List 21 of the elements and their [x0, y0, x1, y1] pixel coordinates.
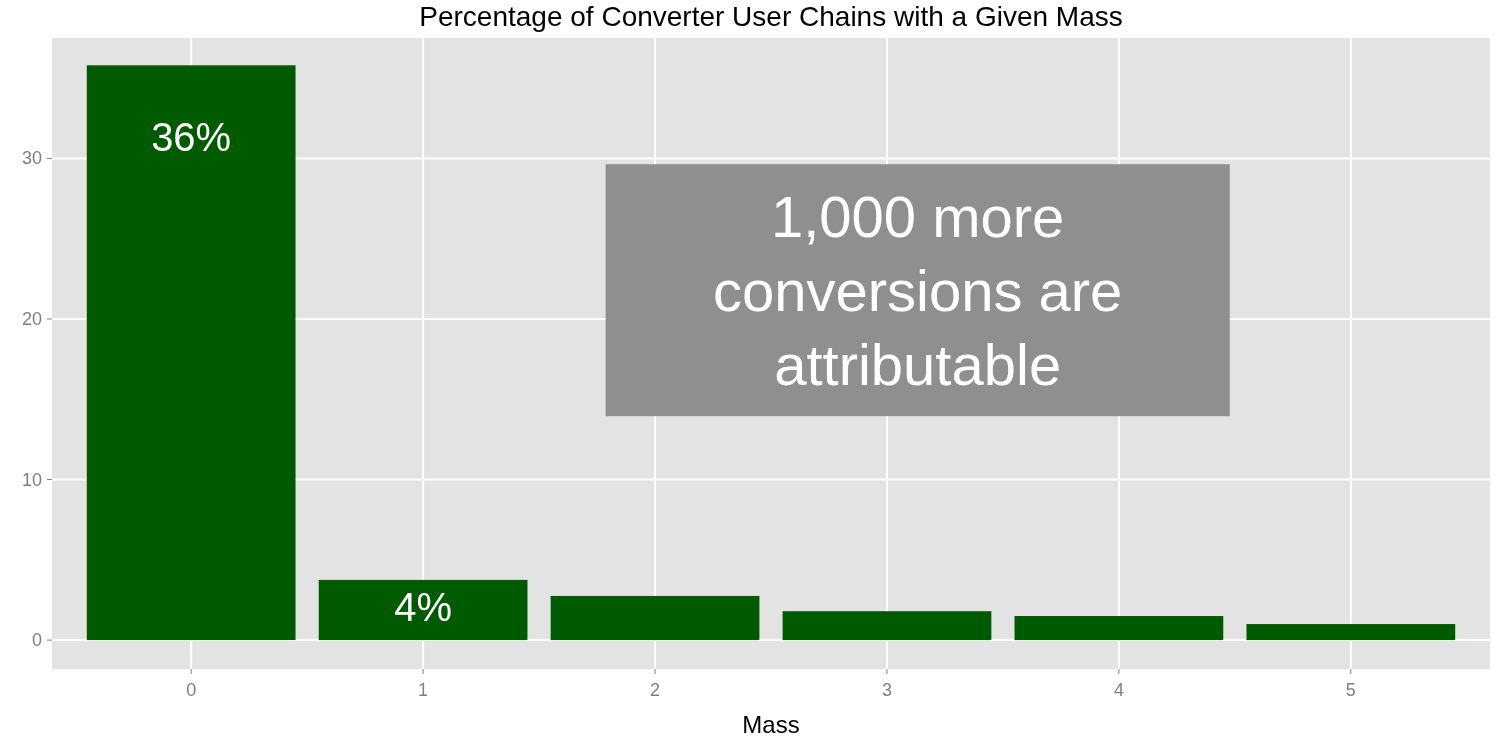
x-tick-label: 1 — [418, 680, 429, 700]
y-tick-label: 0 — [31, 630, 42, 651]
bar — [318, 579, 528, 641]
x-tick-label: 2 — [650, 680, 661, 700]
x-axis-title: Mass — [742, 711, 800, 738]
bar — [86, 65, 296, 641]
x-tick-label: 4 — [1113, 680, 1124, 700]
bar — [782, 611, 992, 641]
x-tick-label: 3 — [881, 680, 892, 700]
bar — [1246, 624, 1456, 641]
y-tick-label: 30 — [21, 148, 42, 169]
bar — [550, 595, 760, 641]
y-tick-label: 20 — [21, 308, 42, 329]
x-tick-label: 0 — [186, 680, 197, 700]
chart-title: Percentage of Converter User Chains with a Given Mass — [419, 1, 1123, 32]
y-tick-label: 10 — [21, 469, 42, 490]
bar — [1014, 616, 1224, 641]
data-label: 4% — [394, 584, 452, 629]
annotation: 1,000 more conversions are attributable — [712, 183, 1123, 397]
x-tick-label: 5 — [1345, 680, 1356, 700]
data-label: 36% — [151, 115, 232, 160]
